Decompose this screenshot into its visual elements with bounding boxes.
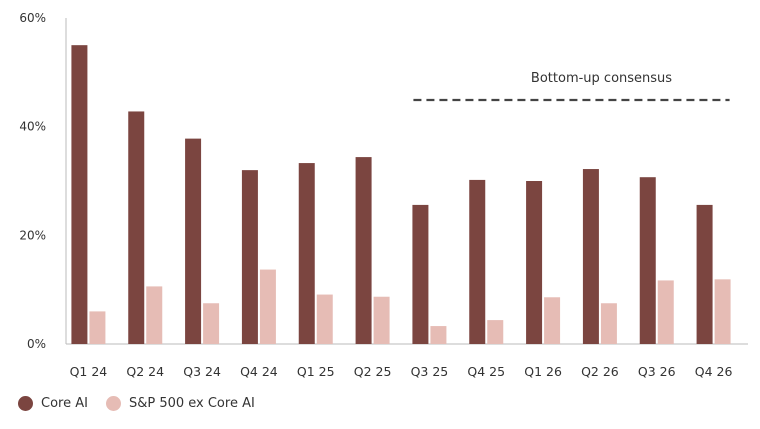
bar-sp500-ex-core-ai-q3-25 xyxy=(430,326,447,344)
bar-sp500-ex-core-ai-q3-24 xyxy=(203,303,220,344)
bar-core-ai-q1-26 xyxy=(526,181,543,344)
x-tick-label: Q4 24 xyxy=(240,364,278,379)
bar-core-ai-q4-26 xyxy=(696,204,713,344)
x-tick-label: Q4 25 xyxy=(467,364,505,379)
bar-core-ai-q2-25 xyxy=(355,157,372,344)
bar-sp500-ex-core-ai-q4-25 xyxy=(487,320,504,344)
y-tick-label: 20% xyxy=(19,228,46,242)
x-tick-label: Q2 24 xyxy=(126,364,164,379)
consensus-label: Bottom-up consensus xyxy=(531,71,672,86)
bar-core-ai-q4-24 xyxy=(241,170,258,344)
bar-sp500-ex-core-ai-q1-24 xyxy=(89,311,106,344)
x-tick-label: Q3 24 xyxy=(183,364,221,379)
bar-core-ai-q1-25 xyxy=(298,163,315,344)
x-tick-label: Q2 25 xyxy=(354,364,392,379)
legend-label-core-ai: Core AI xyxy=(41,396,88,411)
bar-sp500-ex-core-ai-q2-24 xyxy=(146,286,163,344)
bar-sp500-ex-core-ai-q2-26 xyxy=(600,303,617,344)
bar-sp500-ex-core-ai-q4-24 xyxy=(259,269,276,344)
x-tick-label: Q3 26 xyxy=(638,364,676,379)
bar-core-ai-q3-24 xyxy=(185,138,202,344)
x-tick-label: Q2 26 xyxy=(581,364,619,379)
y-tick-label: 40% xyxy=(19,120,46,134)
bar-core-ai-q3-25 xyxy=(412,204,429,344)
bar-sp500-ex-core-ai-q3-26 xyxy=(657,280,674,344)
bar-core-ai-q2-24 xyxy=(128,111,145,344)
x-tick-label: Q1 24 xyxy=(70,364,108,379)
legend-label-sp500-ex-core-ai: S&P 500 ex Core AI xyxy=(128,396,255,411)
consensus-annotation: Bottom-up consensus xyxy=(413,71,730,102)
x-tick-label: Q3 25 xyxy=(411,364,449,379)
legend-item-sp500-ex-core-ai: S&P 500 ex Core AI xyxy=(105,396,255,411)
bar-core-ai-q4-25 xyxy=(469,179,486,344)
bar-sp500-ex-core-ai-q4-26 xyxy=(714,279,731,344)
x-tick-label: Q1 26 xyxy=(524,364,562,379)
y-tick-label: 60% xyxy=(19,11,46,25)
bars-group xyxy=(71,45,731,345)
bar-core-ai-q2-26 xyxy=(582,169,599,344)
legend-swatch-sp500-ex-core-ai xyxy=(105,396,121,411)
bar-sp500-ex-core-ai-q1-26 xyxy=(544,297,561,344)
legend-swatch-core-ai xyxy=(18,396,33,411)
x-tick-labels: Q1 24 Q2 24 Q3 24 Q4 24 Q1 25 Q2 25 Q3 25 Q4 25… xyxy=(70,364,733,379)
y-tick-labels: 0% 20% 40% 60% xyxy=(19,11,46,351)
bar-core-ai-q3-26 xyxy=(639,177,656,344)
x-tick-label: Q1 25 xyxy=(297,364,335,379)
bar-sp500-ex-core-ai-q1-25 xyxy=(316,294,333,344)
y-tick-label: 0% xyxy=(27,337,46,351)
bar-chart: 0% 20% 40% 60% Q1 24 Q2 24 Q3 24 Q4 24 Q1 25 Q2 … xyxy=(19,11,748,379)
legend: Core AI S&P 500 ex Core AI xyxy=(18,396,273,411)
bar-sp500-ex-core-ai-q2-25 xyxy=(373,296,390,344)
bar-core-ai-q1-24 xyxy=(71,45,88,345)
x-tick-label: Q4 26 xyxy=(695,364,733,379)
legend-item-core-ai: Core AI xyxy=(18,396,88,411)
